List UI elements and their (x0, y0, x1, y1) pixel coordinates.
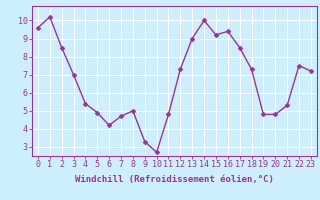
X-axis label: Windchill (Refroidissement éolien,°C): Windchill (Refroidissement éolien,°C) (75, 175, 274, 184)
